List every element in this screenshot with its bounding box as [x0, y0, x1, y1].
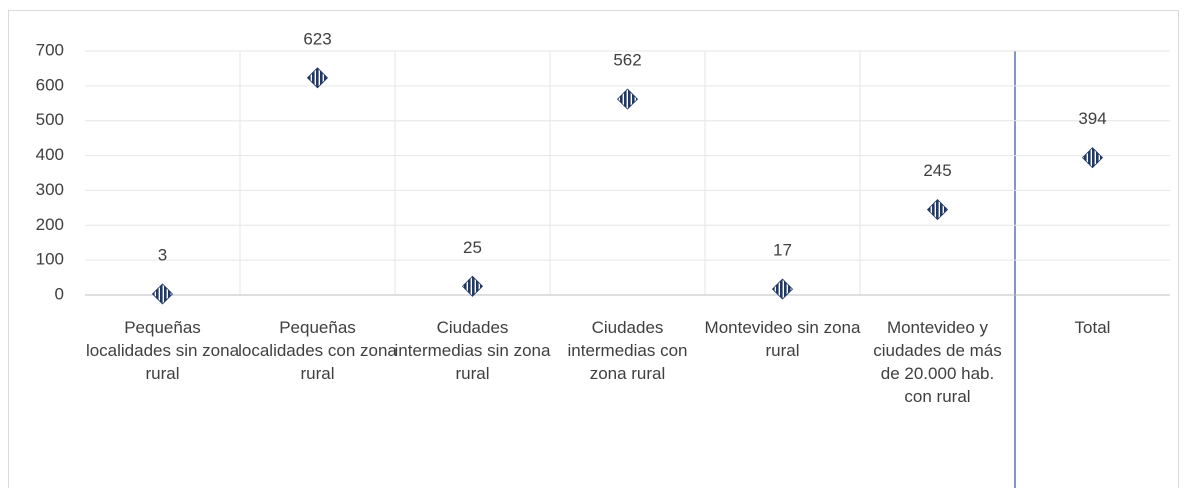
point-marker: [306, 67, 329, 89]
data-label: 562: [613, 51, 641, 70]
data-label: 245: [923, 161, 951, 180]
data-label: 394: [1078, 109, 1106, 128]
chart-border: [8, 10, 1179, 488]
point-marker: [771, 278, 794, 300]
y-tick-label: 100: [36, 250, 64, 269]
x-tick-label: Montevideo y ciudades de más de 20.000 h…: [873, 318, 1002, 406]
point-marker: [461, 275, 484, 297]
data-label: 17: [773, 241, 792, 260]
x-tick-label: Total: [1074, 318, 1111, 337]
point-marker: [926, 199, 949, 221]
y-tick-label: 600: [36, 75, 64, 94]
point-marker: [1081, 147, 1104, 169]
x-tick-label: Montevideo sin zona rural: [704, 318, 861, 360]
y-tick-label: 400: [36, 145, 64, 164]
x-tick-label: Pequeñas localidades sin zona rural: [85, 318, 240, 383]
point-marker: [616, 88, 639, 110]
y-tick-label: 0: [55, 284, 64, 303]
y-tick-label: 200: [36, 215, 64, 234]
point-marker: [151, 283, 174, 305]
y-tick-label: 500: [36, 110, 64, 129]
y-tick-label: 300: [36, 180, 64, 199]
data-label: 3: [158, 245, 167, 264]
category-grid: [239, 51, 861, 295]
data-label: 25: [463, 238, 482, 257]
data-label: 623: [303, 29, 331, 48]
x-tick-label: Pequeñas localidades con zona rural: [238, 318, 397, 383]
y-tick-label: 700: [36, 40, 64, 59]
x-tick-label: Ciudades intermedias con zona rural: [567, 318, 688, 383]
x-tick-label: Ciudades intermedias sin zona rural: [394, 318, 551, 383]
